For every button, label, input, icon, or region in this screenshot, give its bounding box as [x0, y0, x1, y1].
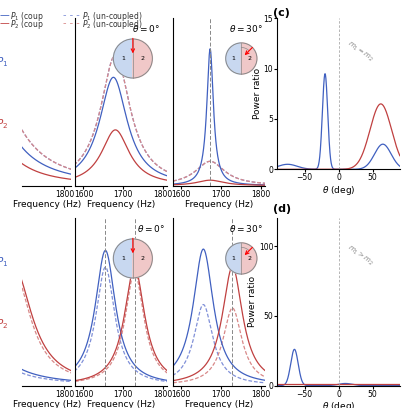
Text: $P_2$: $P_2$ — [0, 317, 8, 331]
Text: $m_1>m_2$: $m_1>m_2$ — [345, 243, 375, 268]
Text: $\theta=0°$: $\theta=0°$ — [132, 23, 160, 34]
X-axis label: $\theta$ (deg): $\theta$ (deg) — [322, 400, 355, 408]
Text: $P_2$ (coup: $P_2$ (coup — [10, 18, 44, 31]
Text: $P_2$: $P_2$ — [0, 117, 8, 131]
X-axis label: Frequency (Hz): Frequency (Hz) — [87, 200, 155, 209]
Text: (c): (c) — [273, 8, 290, 18]
Text: (d): (d) — [273, 204, 291, 214]
X-axis label: Frequency (Hz): Frequency (Hz) — [87, 400, 155, 408]
Text: $\theta=0°$: $\theta=0°$ — [137, 223, 164, 234]
Text: $P_2$ (un-coupled): $P_2$ (un-coupled) — [82, 18, 142, 31]
Text: $P_1$ (coup: $P_1$ (coup — [10, 10, 44, 23]
Text: $m_1=m_2$: $m_1=m_2$ — [345, 39, 375, 64]
X-axis label: Frequency (Hz): Frequency (Hz) — [13, 200, 81, 209]
Text: $P_1$ (un-coupled): $P_1$ (un-coupled) — [82, 10, 142, 23]
X-axis label: Frequency (Hz): Frequency (Hz) — [185, 200, 253, 209]
Y-axis label: Power ratio: Power ratio — [248, 276, 257, 328]
Text: $\theta=30°$: $\theta=30°$ — [229, 223, 262, 234]
Text: $P_1$: $P_1$ — [0, 55, 8, 69]
Text: - - -: - - - — [63, 10, 80, 20]
Text: —: — — [0, 10, 10, 20]
X-axis label: $\theta$ (deg): $\theta$ (deg) — [322, 184, 355, 197]
Y-axis label: Power ratio: Power ratio — [253, 68, 262, 120]
X-axis label: Frequency (Hz): Frequency (Hz) — [185, 400, 253, 408]
Text: $P_1$: $P_1$ — [0, 255, 8, 269]
Text: - - -: - - - — [63, 18, 80, 29]
Text: —: — — [0, 18, 10, 29]
Text: $\theta=30°$: $\theta=30°$ — [229, 23, 262, 34]
X-axis label: Frequency (Hz): Frequency (Hz) — [13, 400, 81, 408]
